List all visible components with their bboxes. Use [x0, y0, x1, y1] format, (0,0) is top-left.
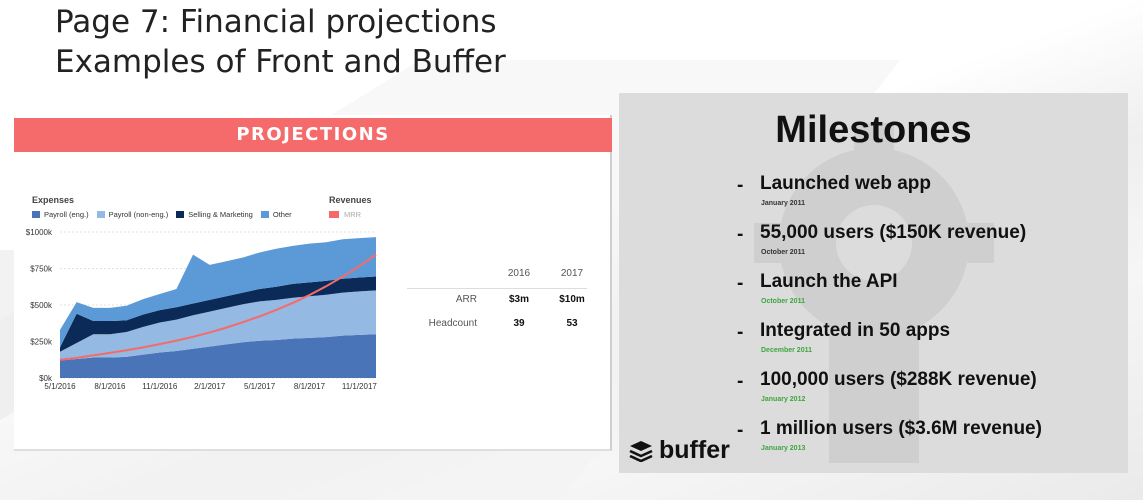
y-tick-label: $750k	[30, 265, 53, 274]
x-tick-label: 8/1/2016	[94, 382, 126, 391]
slide-title-line-2: Examples of Front and Buffer	[55, 44, 506, 80]
milestone-date: December 2011	[761, 347, 812, 354]
x-tick-label: 8/1/2017	[294, 382, 326, 391]
x-tick-label: 11/1/2016	[142, 382, 178, 391]
slide-title-line-1: Page 7: Financial projections	[55, 4, 497, 40]
projections-table: 2016 2017 ARR $3m $10m Headcount 39 53	[407, 263, 587, 338]
milestone-date: October 2011	[761, 298, 805, 305]
slide-title: Page 7: Financial projections Examples o…	[55, 2, 506, 82]
table-cell: 53	[566, 318, 578, 329]
milestone-text: 100,000 users ($288K revenue)	[760, 369, 1037, 390]
table-row-label: Headcount	[428, 318, 477, 329]
mrr-line	[59, 253, 377, 361]
buffer-stack-icon	[629, 440, 653, 462]
legend-swatch-mrr	[329, 211, 339, 218]
milestone-date: January 2012	[761, 396, 806, 403]
y-tick-label: $0k	[39, 374, 53, 383]
legend-label-payroll-non-eng: Payroll (non-eng.)	[108, 210, 169, 219]
milestone-text: 55,000 users ($150K revenue)	[760, 222, 1027, 243]
table-header-row: 2016 2017	[407, 263, 587, 288]
legend-label-other: Other	[272, 210, 292, 219]
revenues-label: Revenues	[329, 195, 372, 205]
bullet-dash: -	[737, 371, 744, 392]
legend-swatch-payroll-eng	[32, 211, 40, 218]
gear-watermark-icon	[754, 123, 994, 463]
revenues-legend: MRR	[329, 210, 361, 219]
milestones-title: Milestones	[775, 109, 972, 151]
table-cell: 39	[513, 318, 525, 329]
x-tick-label: 2/1/2017	[194, 382, 226, 391]
table-row: ARR $3m $10m	[407, 288, 587, 313]
table-header-2017: 2017	[560, 268, 584, 279]
milestone-date: January 2011	[761, 200, 805, 207]
bullet-dash: -	[737, 175, 744, 196]
x-tick-label: 11/1/2017	[342, 382, 378, 391]
x-tick-label: 5/1/2017	[244, 382, 276, 391]
front-projections-panel: PROJECTIONS Expenses Revenues Payroll (e…	[14, 115, 612, 451]
expenses-label: Expenses	[32, 195, 75, 205]
area-series	[60, 276, 376, 352]
table-row: Headcount 39 53	[407, 313, 587, 338]
bullet-dash: -	[737, 322, 744, 343]
expenses-legend: Payroll (eng.) Payroll (non-eng.) Sellin…	[32, 210, 300, 219]
milestone-text: Launch the API	[760, 271, 898, 292]
legend-label-mrr: MRR	[344, 210, 362, 219]
bullet-dash: -	[737, 420, 744, 441]
milestone-text: Integrated in 50 apps	[760, 320, 951, 341]
area-series	[60, 237, 376, 348]
buffer-logo-text: buffer	[659, 436, 730, 464]
area-series	[60, 334, 376, 378]
area-series	[60, 290, 376, 361]
y-tick-label: $1000k	[26, 228, 53, 237]
table-row-label: ARR	[455, 294, 477, 305]
legend-label-selling-marketing: Selling & Marketing	[188, 210, 253, 219]
buffer-milestones-panel: Milestones - Launched web app January 20…	[619, 93, 1128, 473]
legend-label-payroll-eng: Payroll (eng.)	[44, 210, 89, 219]
table-cell: $10m	[559, 294, 585, 305]
milestone-date: October 2011	[761, 249, 805, 256]
table-cell: $3m	[508, 294, 529, 305]
y-tick-label: $250k	[30, 338, 53, 347]
milestone-date: January 2013	[761, 445, 806, 452]
x-tick-label: 5/1/2016	[44, 382, 76, 391]
bullet-dash: -	[737, 224, 744, 245]
legend-swatch-payroll-non-eng	[96, 211, 105, 218]
projections-area-chart: $0k $250k $500k $750k $1000k 5/1/2016 8/1/2016…	[26, 228, 378, 391]
y-tick-label: $500k	[30, 301, 53, 310]
milestone-text: 1 million users ($3.6M revenue)	[760, 418, 1042, 439]
projections-banner: PROJECTIONS	[14, 118, 612, 152]
table-header-2016: 2016	[507, 268, 531, 279]
legend-swatch-selling-marketing	[176, 211, 185, 218]
milestone-text: Launched web app	[760, 173, 932, 194]
bullet-dash: -	[737, 273, 744, 294]
buffer-logo: buffer	[629, 436, 730, 465]
legend-swatch-other	[260, 211, 269, 218]
